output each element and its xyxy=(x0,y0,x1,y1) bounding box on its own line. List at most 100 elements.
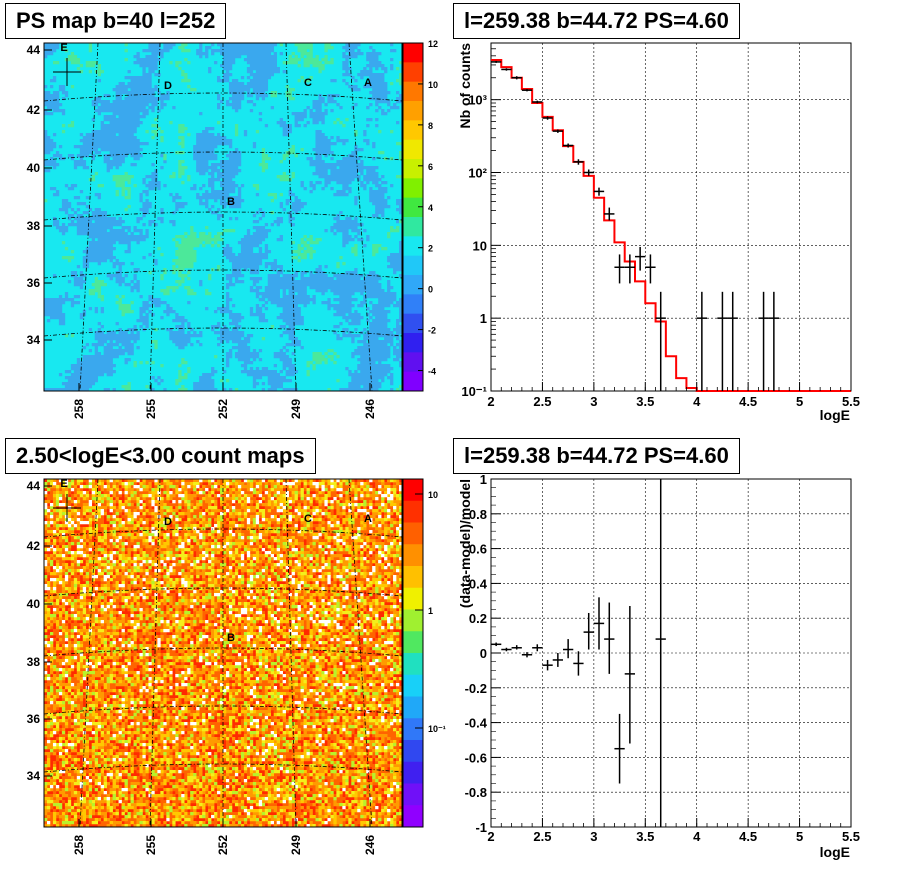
map-x-tick-label: 249 xyxy=(289,835,303,855)
residual-y-tick-label: 0 xyxy=(480,646,487,661)
colorbar-band xyxy=(403,479,423,502)
counts-x-tick-label: 2 xyxy=(487,394,494,409)
latitude-line xyxy=(43,587,403,597)
count-map-colorbar: 10 1 10⁻¹ xyxy=(402,478,446,828)
map-x-tick-label: 258 xyxy=(72,399,86,419)
map-y-tick-label: 38 xyxy=(27,219,41,233)
residual-x-tick-label: 5.5 xyxy=(842,829,860,844)
source-label-b: B xyxy=(227,632,235,644)
residual-y-tick-label: -0.2 xyxy=(465,681,487,696)
residual-x-tick-label: 3 xyxy=(590,829,597,844)
map-y-tick-label: 36 xyxy=(27,276,41,290)
residual-data-points xyxy=(491,479,666,827)
colorbar-band xyxy=(403,761,423,784)
colorbar-band xyxy=(403,139,423,160)
colorbar-tick-label: 0 xyxy=(428,285,433,295)
colorbar-band xyxy=(403,371,423,392)
counts-x-tick-label: 3 xyxy=(590,394,597,409)
counts-x-tick-label: 2.5 xyxy=(533,394,551,409)
residual-x-tick-label: 3.5 xyxy=(636,829,654,844)
colorbar-band xyxy=(403,275,423,295)
longitude-line xyxy=(79,478,99,828)
colorbar-band xyxy=(403,43,423,63)
source-label-c: C xyxy=(304,513,312,525)
residual-y-tick-label: -0.4 xyxy=(465,716,488,731)
colorbar-band xyxy=(403,674,423,697)
counts-xlabel: logE xyxy=(820,407,850,423)
source-label-a: A xyxy=(364,513,372,525)
ps-map-source-markers: A B C D E xyxy=(53,42,372,208)
colorbar-tick-label: 10 xyxy=(428,80,438,90)
residual-plot-title: l=259.38 b=44.72 PS=4.60 xyxy=(453,438,740,474)
counts-y-tick-label: 10³ xyxy=(468,93,487,108)
colorbar-band xyxy=(403,101,423,121)
colorbar-band xyxy=(403,62,423,83)
map-y-tick-label: 34 xyxy=(27,769,41,783)
colorbar-band xyxy=(403,120,423,141)
ps-map-high-region xyxy=(44,43,403,392)
longitude-line xyxy=(348,478,373,828)
ps-map-colorbar: 12 10 8 6 4 2 0 -2 -4 xyxy=(402,39,438,392)
counts-ylabel: Nb of counts xyxy=(457,43,473,129)
residual-y-tick-label: -0.8 xyxy=(465,785,487,800)
latitude-line xyxy=(43,705,403,715)
colorbar-band xyxy=(403,197,423,218)
colorbar-tick-label: -2 xyxy=(428,326,436,336)
residual-ylabel: (data-model)/model xyxy=(457,479,473,608)
colorbar-band xyxy=(403,740,423,763)
map-x-tick-label: 255 xyxy=(144,399,158,419)
source-label-d: D xyxy=(164,80,172,92)
latitude-line xyxy=(43,211,403,221)
counts-x-tick-label: 4 xyxy=(693,394,701,409)
colorbar-band xyxy=(403,178,423,199)
source-label-d: D xyxy=(164,516,172,528)
latitude-line xyxy=(43,269,403,279)
longitude-line xyxy=(79,42,99,392)
residual-x-tick-label: 2 xyxy=(487,829,494,844)
map-x-tick-label: 246 xyxy=(363,399,377,419)
colorbar-tick-label: -4 xyxy=(428,367,436,377)
map-y-tick-label: 42 xyxy=(27,103,41,117)
colorbar-band xyxy=(403,805,423,828)
map-x-tick-label: 252 xyxy=(216,835,230,855)
counts-plot-title: l=259.38 b=44.72 PS=4.60 xyxy=(453,3,740,39)
latitude-line xyxy=(43,528,403,538)
residual-gridlines xyxy=(490,478,852,828)
longitude-line xyxy=(149,42,161,392)
counts-axes: 2 2.5 3 3.5 4 4.5 5 5.5 10⁻¹ 1 10 10² 10³ xyxy=(461,42,860,409)
latitude-line xyxy=(43,92,403,102)
colorbar-band xyxy=(403,544,423,567)
colorbar-tick-label: 4 xyxy=(428,203,433,213)
counts-x-tick-label: 4.5 xyxy=(739,394,757,409)
count-map-coordinate-grid xyxy=(43,478,403,828)
counts-x-tick-label: 3.5 xyxy=(636,394,654,409)
source-label-e: E xyxy=(60,42,67,54)
longitude-line xyxy=(285,478,297,828)
counts-spectrum-panel: 2 2.5 3 3.5 4 4.5 5 5.5 10⁻¹ 1 10 10² 10³ logE Nb of… xyxy=(457,42,860,423)
colorbar-band xyxy=(403,718,423,741)
counts-y-tick-label: 10² xyxy=(468,166,487,181)
map-y-tick-label: 40 xyxy=(27,597,41,611)
count-map-panel: A B C D E 258 255 252 249 246 34 36 38 40 42 44 10 1 10⁻… xyxy=(27,478,446,855)
residual-y-tick-label: 0.4 xyxy=(469,576,488,591)
longitude-line xyxy=(348,42,373,392)
colorbar-band xyxy=(403,587,423,610)
counts-model-histogram xyxy=(491,59,851,392)
colorbar-band xyxy=(403,696,423,719)
source-label-b: B xyxy=(227,196,235,208)
counts-y-tick-label: 10⁻¹ xyxy=(461,384,487,399)
counts-x-tick-label: 5.5 xyxy=(842,394,860,409)
source-label-c: C xyxy=(304,77,312,89)
colorbar-tick-label: 6 xyxy=(428,162,433,172)
colorbar-band xyxy=(403,609,423,632)
map-x-tick-label: 255 xyxy=(144,835,158,855)
latitude-line xyxy=(43,327,403,337)
colorbar-tick-label: 8 xyxy=(428,121,433,131)
map-y-tick-label: 44 xyxy=(27,43,41,57)
count-map-source-markers: A B C D E xyxy=(53,478,372,644)
counts-y-tick-label: 10 xyxy=(473,238,487,253)
latitude-line xyxy=(43,763,403,773)
colorbar-band xyxy=(403,631,423,654)
latitude-line xyxy=(43,151,403,161)
